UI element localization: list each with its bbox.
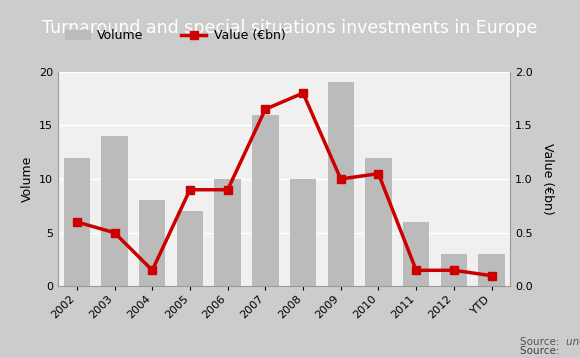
Text: unquote” data: unquote” data xyxy=(566,337,580,347)
Bar xyxy=(215,179,241,286)
Bar xyxy=(252,115,278,286)
Bar xyxy=(441,254,467,286)
Text: Turnaround and special situations investments in Europe: Turnaround and special situations invest… xyxy=(42,19,538,37)
Bar xyxy=(177,211,203,286)
Bar xyxy=(328,82,354,286)
Text: Source:: Source: xyxy=(520,346,563,356)
Bar xyxy=(139,200,165,286)
Legend: Volume, Value (€bn): Volume, Value (€bn) xyxy=(60,24,291,47)
Y-axis label: Value (€bn): Value (€bn) xyxy=(541,143,554,215)
Bar xyxy=(478,254,505,286)
Bar xyxy=(102,136,128,286)
Y-axis label: Volume: Volume xyxy=(20,156,34,202)
Text: Source:: Source: xyxy=(520,337,563,347)
Bar xyxy=(403,222,429,286)
Bar xyxy=(290,179,316,286)
Bar xyxy=(365,158,392,286)
Bar xyxy=(64,158,90,286)
